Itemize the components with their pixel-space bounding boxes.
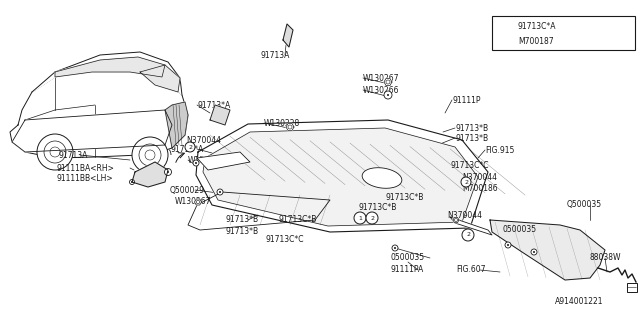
Circle shape xyxy=(392,245,398,251)
Text: FIG.915: FIG.915 xyxy=(485,146,515,155)
Text: 2: 2 xyxy=(464,180,468,185)
Text: M700186: M700186 xyxy=(462,183,498,193)
Polygon shape xyxy=(196,120,488,232)
Polygon shape xyxy=(384,78,392,85)
Polygon shape xyxy=(286,124,294,131)
Circle shape xyxy=(497,20,509,31)
Circle shape xyxy=(462,229,474,241)
Polygon shape xyxy=(32,52,182,95)
Text: N370044: N370044 xyxy=(186,135,221,145)
Circle shape xyxy=(533,251,535,253)
Circle shape xyxy=(219,191,221,193)
Text: Q500035: Q500035 xyxy=(567,201,602,210)
Text: 0500035: 0500035 xyxy=(390,253,424,262)
Text: 1: 1 xyxy=(501,23,505,28)
Circle shape xyxy=(195,162,197,164)
Text: 91713A: 91713A xyxy=(58,150,88,159)
Text: 91713C*C: 91713C*C xyxy=(265,236,303,244)
Circle shape xyxy=(505,242,511,248)
Circle shape xyxy=(167,171,169,173)
Text: W130266: W130266 xyxy=(188,156,225,164)
Text: M700187: M700187 xyxy=(518,36,554,45)
Polygon shape xyxy=(453,217,459,223)
Text: N370044: N370044 xyxy=(447,211,482,220)
Circle shape xyxy=(507,244,509,246)
Circle shape xyxy=(193,160,199,166)
Text: 91713*A: 91713*A xyxy=(197,100,230,109)
Text: 88038W: 88038W xyxy=(589,253,621,262)
Text: W130267: W130267 xyxy=(363,74,399,83)
Circle shape xyxy=(394,247,396,249)
Text: 0500035: 0500035 xyxy=(502,226,536,235)
Text: 91713C*C: 91713C*C xyxy=(450,161,488,170)
Text: FIG.607: FIG.607 xyxy=(456,266,486,275)
Polygon shape xyxy=(140,65,180,92)
Circle shape xyxy=(461,177,471,187)
Text: W130266: W130266 xyxy=(363,85,399,94)
Polygon shape xyxy=(203,128,478,226)
Text: 91713*B: 91713*B xyxy=(225,228,258,236)
Text: 2: 2 xyxy=(370,215,374,220)
Text: 2: 2 xyxy=(466,233,470,237)
Circle shape xyxy=(185,142,195,152)
Circle shape xyxy=(497,36,509,46)
Text: N370044: N370044 xyxy=(462,172,497,181)
Polygon shape xyxy=(132,162,168,187)
Text: 91713*B: 91713*B xyxy=(455,133,488,142)
Text: 91111PA: 91111PA xyxy=(390,266,423,275)
Polygon shape xyxy=(450,217,492,235)
Circle shape xyxy=(131,181,133,183)
Text: 91713C*B: 91713C*B xyxy=(358,203,396,212)
Polygon shape xyxy=(195,199,202,205)
Polygon shape xyxy=(12,110,172,152)
Text: W130267: W130267 xyxy=(175,196,211,205)
Text: 91713*B: 91713*B xyxy=(455,124,488,132)
Circle shape xyxy=(164,169,172,175)
Polygon shape xyxy=(210,105,230,125)
Circle shape xyxy=(366,212,378,224)
Polygon shape xyxy=(197,152,250,170)
Circle shape xyxy=(132,137,168,173)
Polygon shape xyxy=(10,68,188,158)
Text: 2: 2 xyxy=(188,145,192,149)
Text: 91713C*B: 91713C*B xyxy=(385,193,424,202)
Circle shape xyxy=(531,249,537,255)
Text: 2: 2 xyxy=(501,38,505,44)
Text: 91713C*B: 91713C*B xyxy=(278,215,316,225)
Circle shape xyxy=(129,180,134,185)
Circle shape xyxy=(387,94,389,96)
Text: 91713*B: 91713*B xyxy=(225,215,258,225)
Circle shape xyxy=(37,134,73,170)
Bar xyxy=(627,283,637,292)
Text: Q500029: Q500029 xyxy=(170,186,205,195)
Circle shape xyxy=(217,189,223,195)
Text: 91111P: 91111P xyxy=(452,95,481,105)
Text: 91713*A: 91713*A xyxy=(170,145,204,154)
Text: 91713A: 91713A xyxy=(260,51,289,60)
Polygon shape xyxy=(165,102,188,148)
Text: A914001221: A914001221 xyxy=(555,298,604,307)
Text: 91111BA<RH>: 91111BA<RH> xyxy=(56,164,114,172)
Text: 1: 1 xyxy=(358,215,362,220)
Text: 91713C*A: 91713C*A xyxy=(518,21,557,30)
Circle shape xyxy=(384,91,392,99)
Polygon shape xyxy=(283,24,293,47)
Polygon shape xyxy=(188,192,330,230)
Text: W130228: W130228 xyxy=(264,118,300,127)
Bar xyxy=(492,16,635,50)
Text: 91111BB<LH>: 91111BB<LH> xyxy=(56,173,113,182)
Polygon shape xyxy=(490,220,605,280)
Polygon shape xyxy=(55,57,165,77)
Circle shape xyxy=(354,212,366,224)
Ellipse shape xyxy=(362,168,402,188)
